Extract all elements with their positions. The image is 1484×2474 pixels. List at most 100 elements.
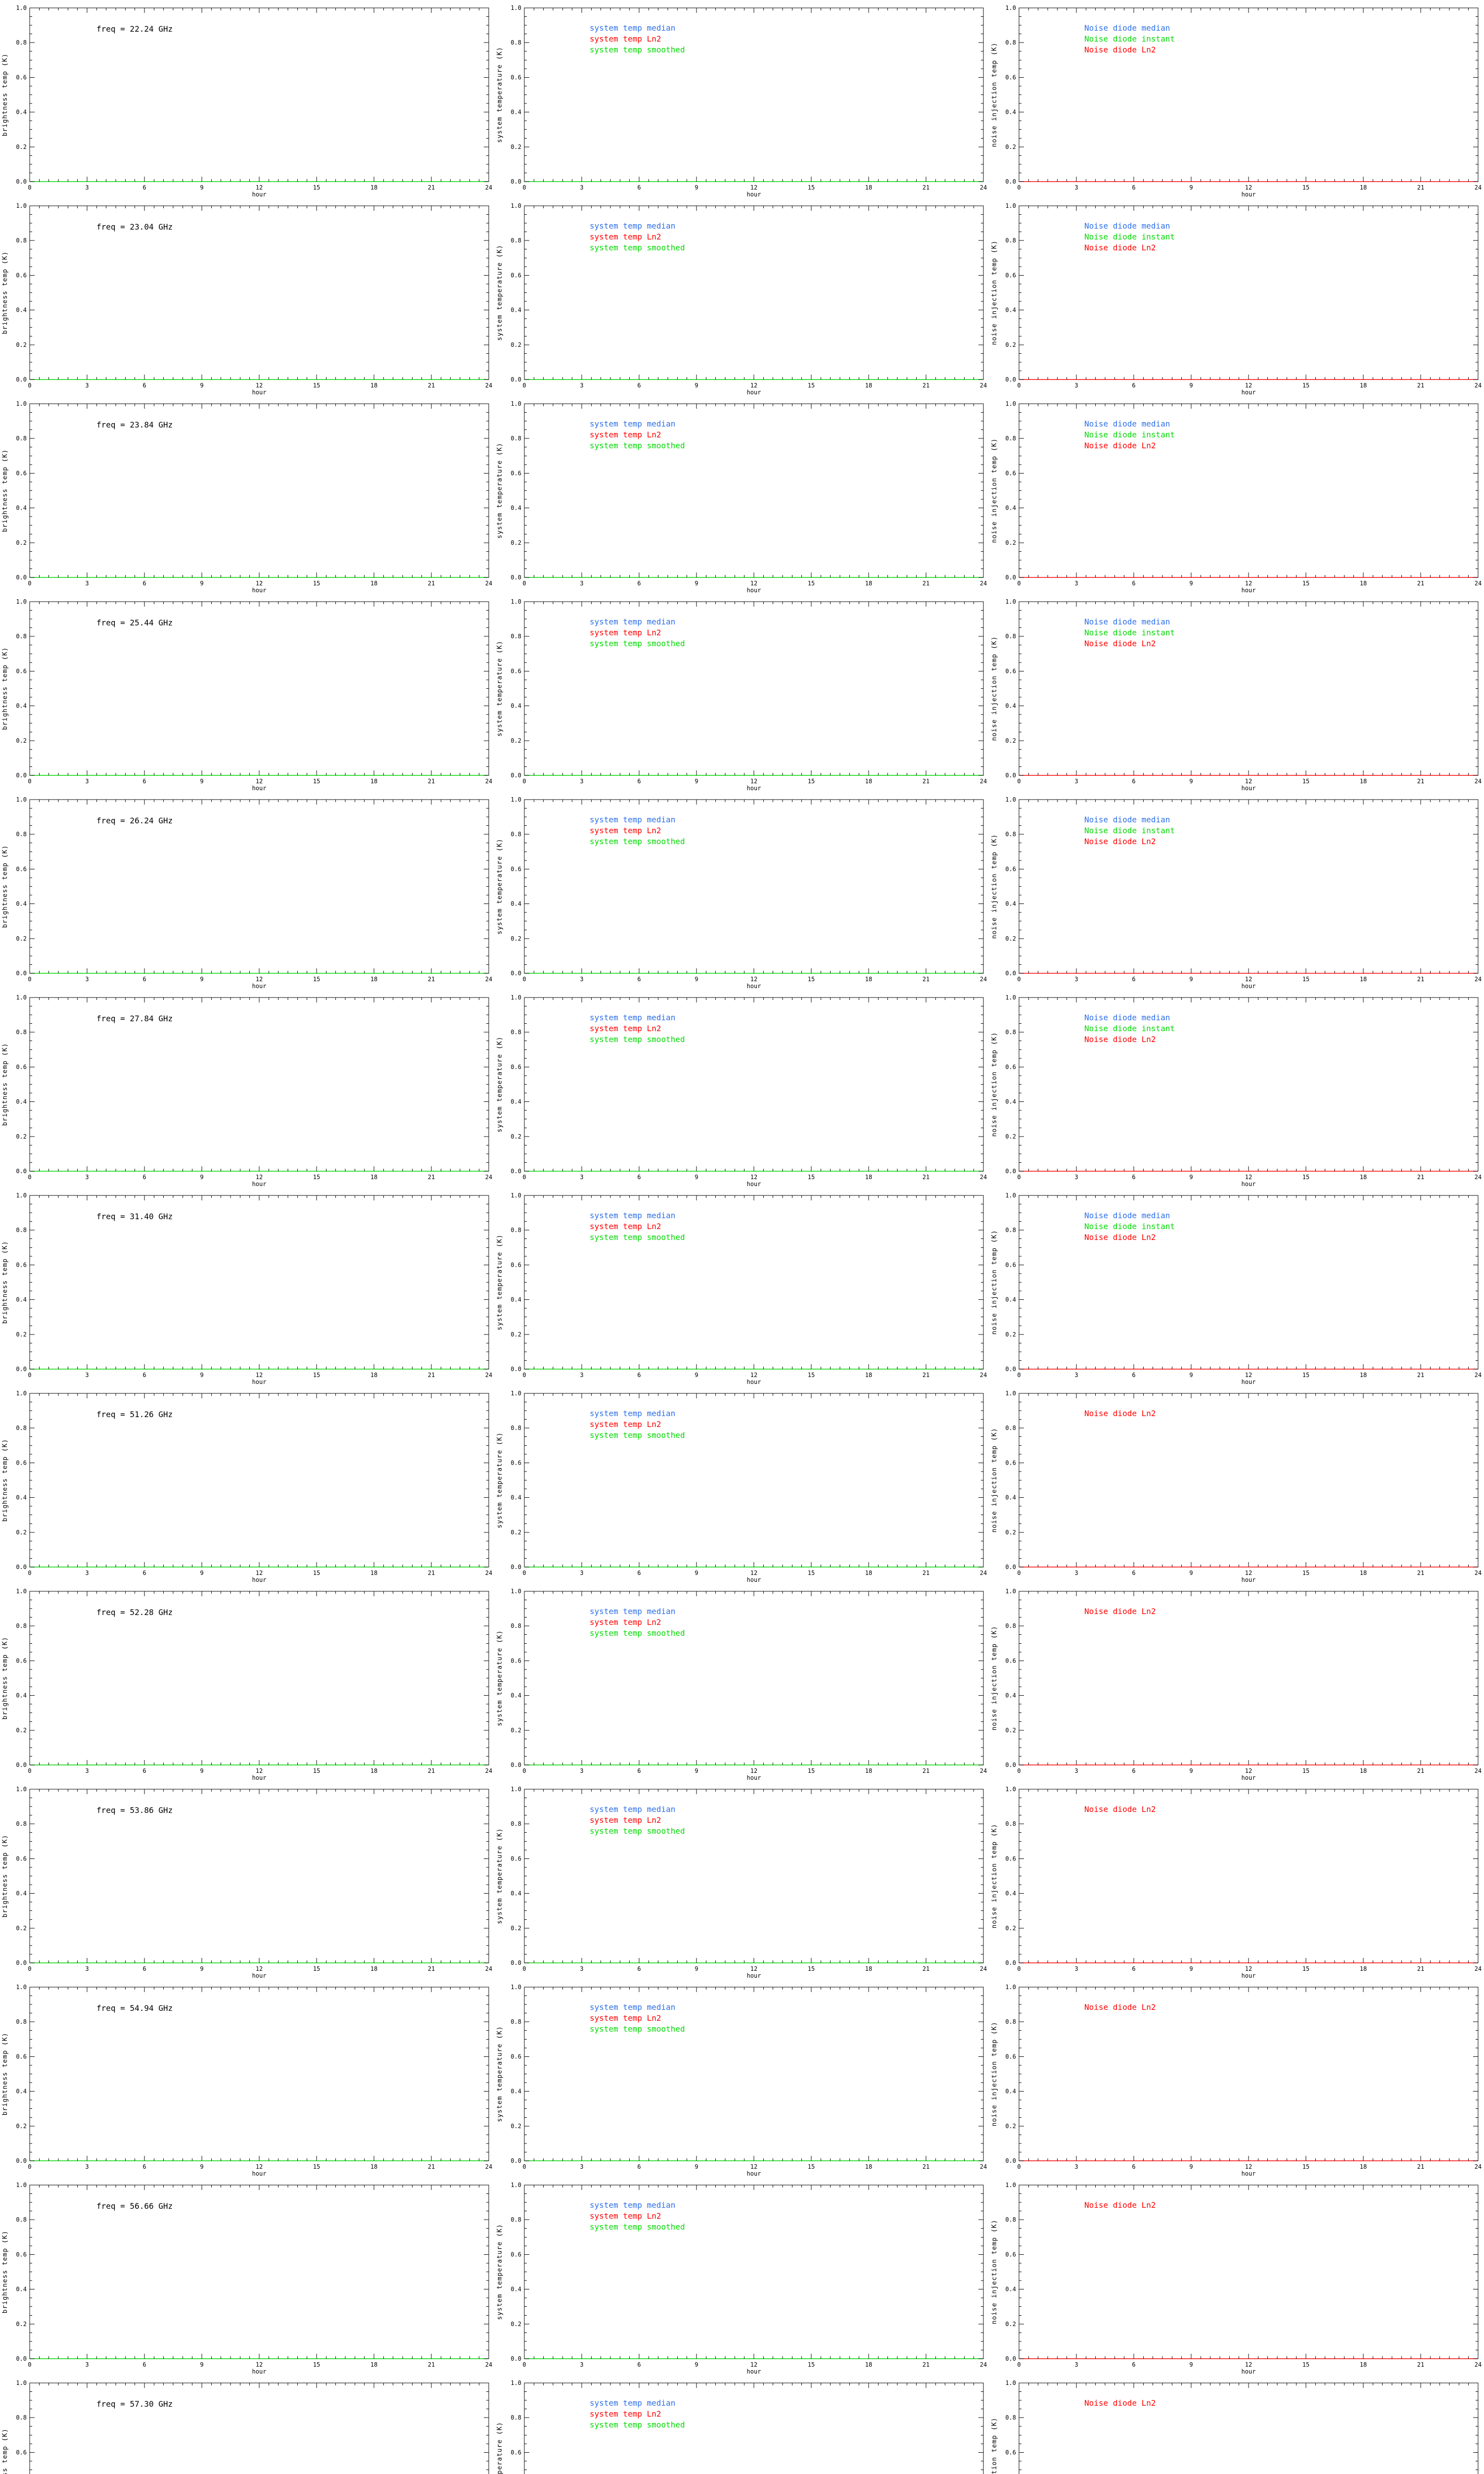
y-tick-label: 0.8 [16,435,27,442]
y-tick-label: 0.2 [16,1331,27,1338]
x-tick-label: 6 [637,2361,641,2368]
x-tick-label: 21 [1417,778,1424,785]
x-tick-label: 21 [923,382,929,389]
x-tick-label: 3 [85,2163,89,2170]
y-tick-label: 0.8 [510,39,521,46]
y-tick-label: 1.0 [510,1588,521,1595]
y-tick-label: 0.8 [1005,831,1016,838]
x-axis-label: hour [252,587,267,594]
x-tick-label: 21 [923,580,929,587]
y-tick-label: 0.8 [1005,2414,1016,2421]
y-tick-label: 1.0 [16,4,27,11]
x-tick-label: 24 [485,184,492,191]
y-tick-label: 0.0 [1005,1366,1016,1373]
x-tick-label: 24 [1475,1174,1482,1181]
x-tick-label: 18 [865,382,872,389]
axis-ticks [1019,403,1479,578]
panel-r2-c2: 0 3 6 9 12 15 18 21 24 hour 0.0 0.2 0.4 0.6 0.8 1.0 syst… [496,202,987,396]
x-axis-label: hour [747,1972,761,1979]
x-axis-label: hour [252,785,267,792]
x-tick-label: 6 [1132,976,1135,983]
x-tick-label: 0 [28,2361,31,2368]
x-tick-label: 3 [85,778,89,785]
y-tick-label: 0.0 [1005,574,1016,581]
y-axis-label: system temperature (K) [496,1234,504,1330]
x-tick-label: 15 [1302,184,1309,191]
x-tick-label: 6 [637,1372,641,1379]
panel-title: freq = 27.84 GHz [96,1014,173,1023]
y-tick-label: 0.8 [16,1227,27,1234]
x-tick-label: 6 [142,778,146,785]
legend-item-noise_full-0: Noise diode median [1084,419,1170,428]
plot-box [1019,1789,1479,1963]
x-tick-label: 21 [923,778,929,785]
x-tick-label: 6 [637,1174,641,1181]
legend-item-system-0: system temp median [590,221,675,231]
x-tick-label: 18 [1360,778,1367,785]
x-tick-label: 3 [85,1174,89,1181]
plot-box [29,205,489,380]
y-tick-label: 0.0 [1005,970,1016,977]
x-tick-label: 3 [85,976,89,983]
x-tick-label: 18 [865,2163,872,2170]
x-axis-label: hour [1242,2368,1256,2375]
x-tick-label: 0 [1017,2163,1020,2170]
x-tick-label: 24 [1475,976,1482,983]
x-tick-label: 24 [1475,382,1482,389]
y-tick-label: 0.6 [1005,1063,1016,1070]
x-tick-label: 12 [1245,1767,1252,1774]
y-tick-label: 0.8 [16,39,27,46]
x-tick-label: 12 [256,382,263,389]
x-tick-label: 21 [923,184,929,191]
legend-item-system-2: system temp smoothed [590,45,685,54]
y-tick-label: 0.0 [16,1564,27,1570]
x-tick-label: 9 [1189,1372,1193,1379]
x-tick-label: 18 [1360,2361,1367,2368]
y-tick-label: 0.8 [16,1029,27,1036]
x-tick-label: 3 [85,2361,89,2368]
x-tick-label: 9 [200,1767,203,1774]
y-tick-label: 0.4 [16,901,27,907]
y-tick-label: 0.4 [16,1890,27,1897]
x-tick-label: 15 [808,1570,815,1576]
x-tick-label: 12 [1245,2361,1252,2368]
x-tick-label: 24 [485,976,492,983]
x-tick-label: 9 [1189,1965,1193,1972]
y-axis-label: noise injection temp (K) [991,834,998,939]
x-tick-label: 3 [85,1965,89,1972]
x-tick-label: 9 [695,976,698,983]
y-tick-label: 1.0 [510,4,521,11]
y-tick-label: 0.4 [16,1494,27,1501]
y-tick-label: 0.0 [1005,2355,1016,2362]
x-tick-label: 12 [1245,778,1252,785]
x-tick-label: 6 [1132,1372,1135,1379]
y-tick-label: 1.0 [16,796,27,803]
plot-row: 03691215182124hour0.00.20.40.60.81.0brig… [0,2375,1484,2474]
legend-item-noise_full-1: Noise diode instant [1084,430,1175,439]
panel-r10-c1: 0 3 6 9 12 15 18 21 24 hour 0.0 0.2 0.4 0.6 0.8 1.0 brig… [1,1786,492,1979]
x-tick-label: 15 [808,382,815,389]
x-tick-label: 18 [865,976,872,983]
y-tick-label: 1.0 [1005,2182,1016,2189]
y-tick-label: 0.6 [510,272,521,279]
x-tick-label: 12 [1245,1372,1252,1379]
x-tick-label: 0 [1017,1570,1020,1576]
x-tick-label: 6 [1132,580,1135,587]
x-tick-label: 9 [1189,2361,1193,2368]
x-tick-label: 0 [1017,184,1020,191]
x-tick-label: 12 [256,1372,263,1379]
x-tick-label: 3 [1074,778,1078,785]
y-tick-label: 0.8 [510,2414,521,2421]
x-tick-label: 6 [142,2361,146,2368]
y-tick-label: 0.0 [16,1168,27,1175]
plot-box [1019,1393,1479,1568]
x-axis-label: hour [252,389,267,396]
y-tick-label: 0.0 [510,1761,521,1768]
legend-item-noise_full-0: Noise diode median [1084,617,1170,626]
legend-item-system-2: system temp smoothed [590,243,685,252]
panel-r4-c1: 0 3 6 9 12 15 18 21 24 hour 0.0 0.2 0.4 0.6 0.8 1.0 brig… [1,598,492,792]
y-tick-label: 1.0 [1005,1588,1016,1595]
y-tick-label: 0.0 [1005,1564,1016,1570]
